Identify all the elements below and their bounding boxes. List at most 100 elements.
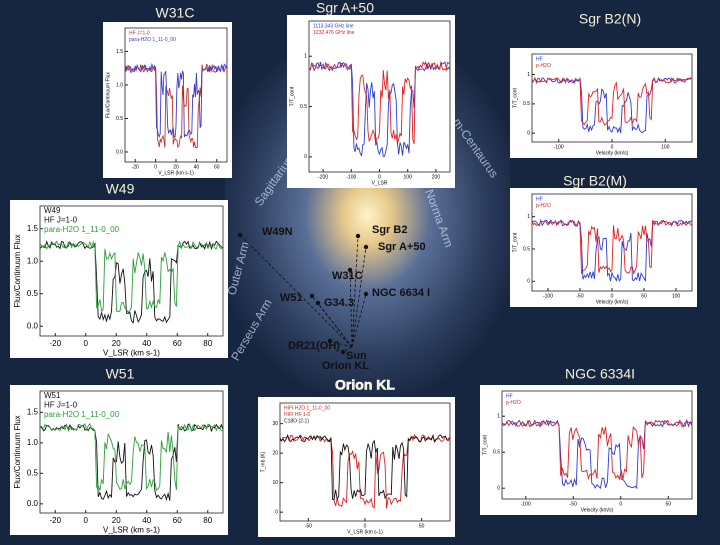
x-tick-label: 50 [641,293,647,299]
plot-area [39,390,224,514]
y-tick-label: 1 [497,414,500,420]
y-tick-label: 10 [272,480,278,486]
legend-entry: para-H2O 1_11-0_00 [44,410,120,419]
legend-entry: HIFI HF 1-0 [284,412,310,418]
sightline [351,235,359,348]
x-tick-label: 40 [142,516,151,525]
legend-entry: HIFI H2O 1_11-0_00 [284,405,330,411]
panel-frame [480,385,697,515]
panel-title: NGC 6334I [565,366,635,382]
y-tick-label: 1.5 [116,49,123,55]
panel-frame [10,200,228,358]
x-tick-label: 20 [112,339,121,348]
x-tick-label: 60 [214,164,220,170]
legend-entry: HF J=1-0 [44,216,78,225]
x-axis-label: V_LSR (km s-1) [103,526,160,535]
plot-area [39,205,224,337]
x-tick-label: 50 [419,523,425,529]
x-tick-label: 40 [194,164,200,170]
x-tick-label: 0 [619,501,622,507]
y-axis-label: Flux/Continuum Flux [105,72,111,118]
legend-entry: p-H2O [536,63,551,69]
panels: W31C -20 0 20 40 60 0.0 0.5 1.0 1.5 V_LSR (km s-1)… [10,0,697,537]
spectrum-line [39,240,224,324]
y-tick-label: 0.0 [27,499,39,508]
spectrum-line [39,240,224,314]
panel-title: Sgr B2(M) [563,173,627,189]
sightline [342,346,353,353]
y-tick-label: 0 [304,154,307,160]
y-tick-label: 0.5 [27,468,39,477]
x-tick-label: 0 [611,144,614,150]
panel-title: Sgr A+50 [316,0,374,16]
x-tick-label: 0 [154,164,157,170]
legend-entry: W49 [44,206,61,215]
x-tick-label: -50 [576,293,583,299]
spectrum-line [531,76,693,134]
sightline [349,269,353,348]
y-axis-label: T_mb (K) [260,451,266,472]
source-dot [363,291,369,297]
y-tick-label: 1 [527,72,530,78]
sightline [351,293,367,348]
source-dot [363,244,369,250]
source-label: Sgr A+50 [378,241,426,253]
x-tick-label: 40 [142,339,151,348]
x-axis-label: V_LSR (km s-1) [158,170,194,176]
y-tick-label: 0 [275,509,278,515]
source-label: G34.3 [324,297,354,309]
spectrum-line [501,418,693,490]
y-tick-label: 1.0 [27,438,39,447]
sightline [239,234,353,348]
panel-title: Orion KL [335,377,395,393]
x-tick-label: -100 [543,293,553,299]
panel-frame [287,15,455,188]
y-tick-label: 0.0 [116,149,123,155]
x-tick-label: -20 [49,516,61,525]
sightline [351,246,367,348]
x-tick-label: 80 [203,516,212,525]
x-tick-label: 100 [404,174,413,180]
panel-title: W31C [156,5,195,21]
spectrum-line [39,422,224,491]
x-tick-label: -100 [346,174,356,180]
legend-entry: HF [536,196,543,202]
spectrum-line [531,218,693,282]
x-tick-label: -100 [521,501,531,507]
source-dot [327,338,333,344]
y-tick-label: 0 [527,131,530,137]
legend-entry: p-H2O [506,400,521,406]
y-tick-label: 30 [272,421,278,427]
legend-entry: para-H2O 1_11-0_00 [44,225,120,234]
y-axis-label: T/T_cont [512,88,518,108]
panel-frame [510,188,697,307]
x-tick-label: 200 [432,174,441,180]
source-label: W49N [262,226,293,238]
y-tick-label: 0.5 [300,104,307,110]
legend-entry: 1113.343 GHz line [313,23,354,29]
x-axis-label: V_LSR (km s-1) [347,529,383,535]
x-tick-label: 60 [173,339,182,348]
spectrum-line [124,62,228,139]
x-tick-label: 0 [378,174,381,180]
source-label: W31C [332,270,363,282]
x-axis-label: Velocity (km/s) [596,150,629,156]
y-tick-label: 0.5 [116,116,123,122]
x-tick-label: -50 [570,501,577,507]
source-dot [237,232,243,238]
source-label: NGC 6634 I [372,287,430,299]
y-tick-label: 1.0 [27,256,39,265]
source-dot [315,300,321,306]
spectrum-line [308,60,451,145]
y-tick-label: 1.0 [116,82,123,88]
y-axis-label: Flux/Continuum Flux [13,415,22,488]
spectrum-line [279,433,451,509]
y-axis-label: Flux/Continuum Flux [13,234,22,307]
x-axis-label: Velocity (km/s) [581,507,614,513]
legend-entry: p-H2O [536,203,551,209]
x-tick-label: 0 [364,523,367,529]
panel-frame [103,22,232,178]
x-tick-label: 0 [84,516,89,525]
x-tick-label: 20 [112,516,121,525]
